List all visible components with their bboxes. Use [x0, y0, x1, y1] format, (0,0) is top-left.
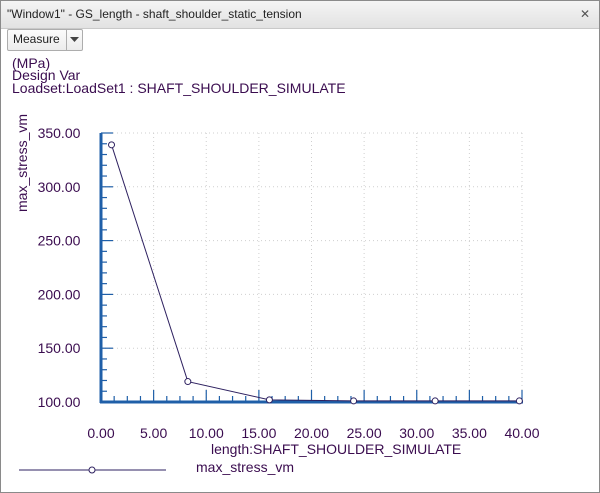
window-title: "Window1" - GS_length - shaft_shoulder_s… [7, 7, 302, 21]
close-icon[interactable]: ✕ [579, 7, 591, 21]
y-tick-label: 150.00 [38, 340, 81, 356]
series-line [111, 144, 520, 402]
y-tick-label: 350.00 [38, 125, 81, 141]
y-tick-label: 250.00 [38, 233, 81, 249]
toolbar: Measure [1, 29, 599, 51]
x-tick-label: 25.00 [347, 425, 382, 441]
legend-label: max_stress_vm [196, 459, 295, 475]
measure-button[interactable]: Measure [7, 29, 83, 51]
x-tick-label: 10.00 [189, 425, 224, 441]
data-point [265, 396, 273, 404]
x-tick-label: 0.00 [87, 425, 114, 441]
data-point [431, 397, 439, 405]
x-tick-label: 15.00 [241, 425, 276, 441]
design-var-label: Design Var [12, 67, 81, 83]
measure-button-label: Measure [13, 32, 60, 46]
x-tick-label: 35.00 [452, 425, 487, 441]
data-point [184, 378, 192, 386]
data-point [350, 397, 358, 405]
x-tick-label: 40.00 [504, 425, 539, 441]
y-tick-label: 300.00 [38, 179, 81, 195]
x-tick-label: 30.00 [399, 425, 434, 441]
title-bar[interactable]: "Window1" - GS_length - shaft_shoulder_s… [1, 1, 599, 29]
x-axis-label: length:SHAFT_SHOULDER_SIMULATE [211, 441, 462, 457]
loadset-label: Loadset:LoadSet1 : SHAFT_SHOULDER_SIMULA… [12, 80, 346, 96]
chevron-down-icon[interactable] [65, 30, 82, 50]
x-tick-label: 20.00 [294, 425, 329, 441]
y-tick-label: 200.00 [38, 286, 81, 302]
y-tick-label: 100.00 [38, 394, 81, 410]
legend-marker [88, 466, 96, 474]
y-axis-label: max_stress_vm [14, 113, 30, 212]
units-label: (MPa) [12, 55, 51, 71]
data-point [515, 397, 523, 405]
x-tick-label: 5.00 [140, 425, 167, 441]
data-point [108, 141, 116, 149]
